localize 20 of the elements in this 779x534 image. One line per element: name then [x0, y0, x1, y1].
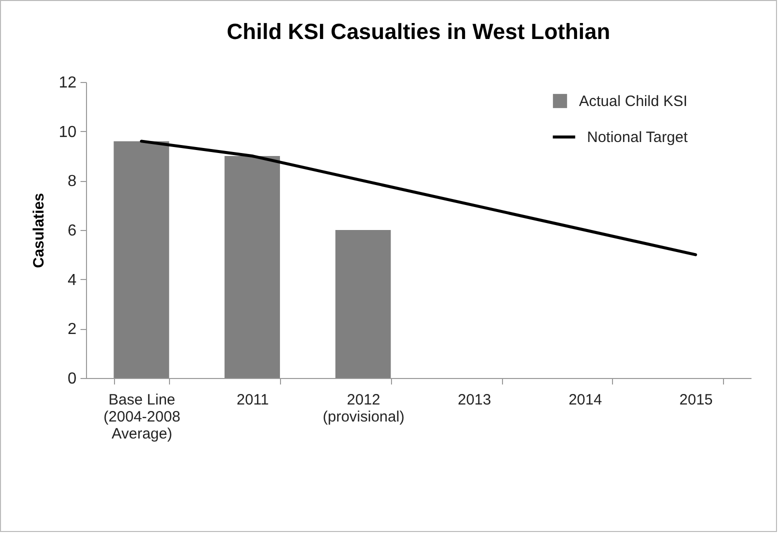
y-tick-label: 8: [68, 173, 77, 190]
y-tick-label: 2: [68, 321, 77, 338]
y-tick-label: 0: [68, 370, 77, 388]
bar: [224, 156, 280, 378]
x-tick-label: 2013: [458, 392, 492, 408]
bar: [335, 230, 391, 378]
chart-title: Child KSI Casualties in West Lothian: [226, 19, 610, 44]
y-axis-title: Casulaties: [30, 192, 48, 268]
x-tick-label: 2014: [568, 392, 602, 408]
y-tick-label: 6: [68, 222, 77, 240]
x-tick-label: Base Line (2004-2008 Average): [104, 392, 180, 442]
legend-label: Actual Child KSI: [579, 93, 688, 110]
legend-label: Notional Target: [587, 129, 688, 146]
bar: [114, 141, 170, 378]
y-tick-label: 12: [58, 74, 77, 92]
y-tick-label: 4: [68, 272, 77, 289]
x-tick-label: 2015: [679, 392, 713, 408]
x-tick-label: 2012 (provisional): [322, 392, 404, 426]
y-tick-label: 10: [58, 124, 77, 141]
x-tick-label: 2011: [236, 392, 269, 408]
